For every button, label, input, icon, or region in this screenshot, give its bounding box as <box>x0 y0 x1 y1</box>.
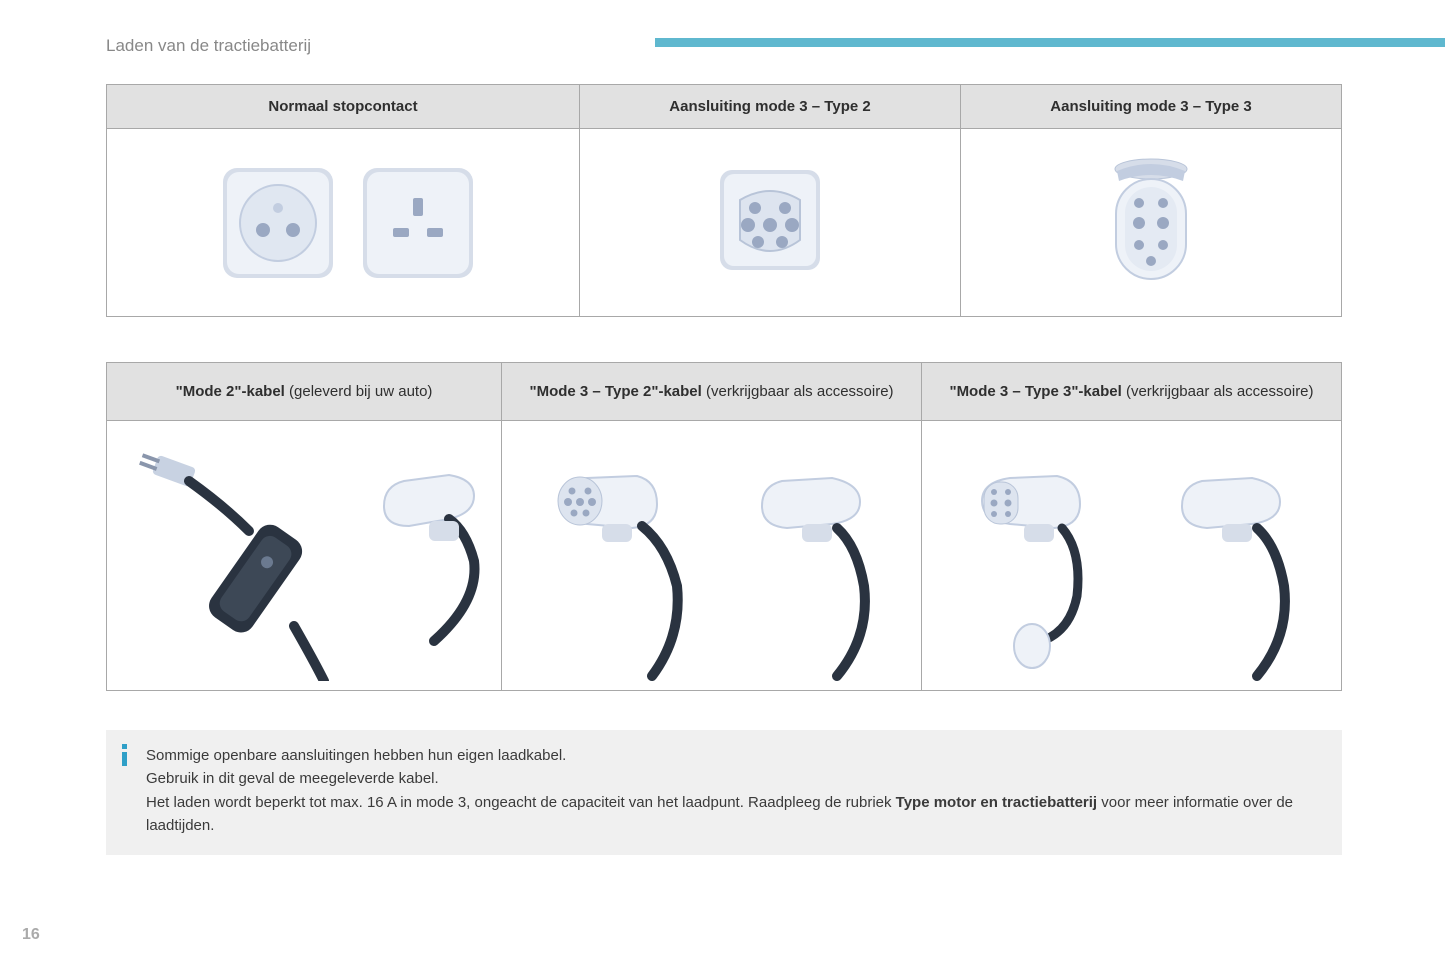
socket-header-1: Normaal stopcontact <box>107 85 580 129</box>
info-line-3a: Het laden wordt beperkt tot max. 16 A in… <box>146 794 896 811</box>
cable-image-mode3-type3 <box>922 421 1342 691</box>
socket-header-2: Aansluiting mode 3 – Type 2 <box>580 85 961 129</box>
info-line-1: Sommige openbare aansluitingen hebben hu… <box>146 747 566 764</box>
info-line-3-bold: Type motor en tractiebatterij <box>896 794 1097 811</box>
info-note: Sommige openbare aansluitingen hebben hu… <box>106 730 1342 855</box>
cables-table: "Mode 2"-kabel (geleverd bij uw auto) "M… <box>106 362 1342 691</box>
info-line-2: Gebruik in dit geval de meegeleverde kab… <box>146 770 439 787</box>
socket-image-normal <box>107 129 580 317</box>
cable-header-1: "Mode 2"-kabel (geleverd bij uw auto) <box>107 363 502 421</box>
socket-header-3: Aansluiting mode 3 – Type 3 <box>961 85 1342 129</box>
cable-header-3: "Mode 3 – Type 3"-kabel (verkrijgbaar al… <box>922 363 1342 421</box>
page-number: 16 <box>22 926 40 944</box>
info-icon <box>122 744 128 766</box>
cable-header-2: "Mode 3 – Type 2"-kabel (verkrijgbaar al… <box>502 363 922 421</box>
socket-image-type2 <box>580 129 961 317</box>
cable-image-mode2 <box>107 421 502 691</box>
header-accent-bar <box>655 38 1445 47</box>
sockets-table: Normaal stopcontact Aansluiting mode 3 –… <box>106 84 1342 317</box>
page-title: Laden van de tractiebatterij <box>106 36 311 56</box>
socket-image-type3 <box>961 129 1342 317</box>
cable-image-mode3-type2 <box>502 421 922 691</box>
